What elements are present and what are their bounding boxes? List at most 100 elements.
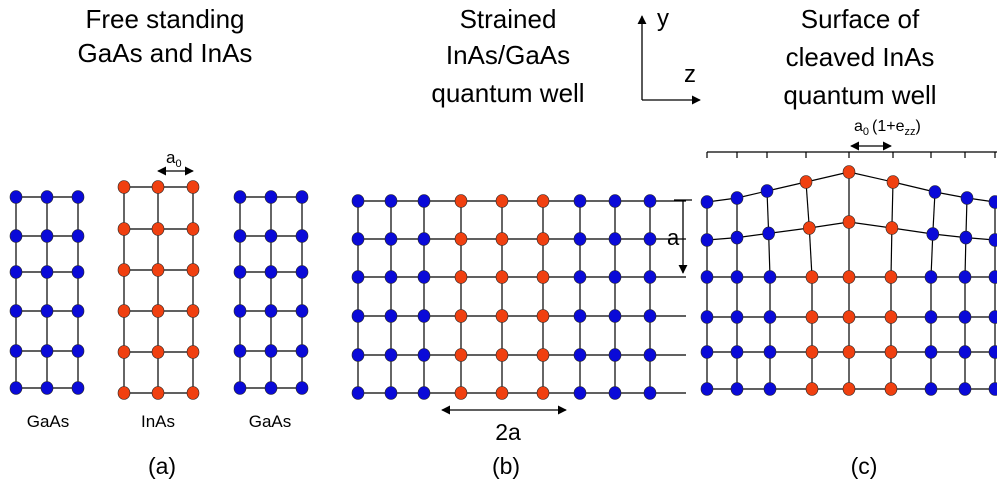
bond <box>809 228 812 277</box>
axis-label: z <box>684 61 696 88</box>
atom <box>352 387 364 400</box>
atom <box>886 222 898 235</box>
dimension-arrows <box>158 146 891 410</box>
atom <box>763 227 775 240</box>
atom <box>644 310 656 323</box>
atom <box>41 191 53 204</box>
atom <box>806 271 818 284</box>
atom <box>234 345 246 358</box>
title-line: Strained <box>460 4 557 34</box>
atom <box>731 346 743 359</box>
caption: (a) <box>148 453 176 479</box>
atom <box>609 233 621 246</box>
atom <box>960 231 972 244</box>
atom <box>41 382 53 395</box>
atom <box>959 346 971 359</box>
atom <box>418 310 430 323</box>
atom <box>574 349 586 362</box>
atom <box>352 310 364 323</box>
atom <box>72 305 84 318</box>
dimension-label: 2a <box>495 419 521 445</box>
atom <box>537 349 549 362</box>
atom <box>925 346 937 359</box>
atom <box>152 264 164 277</box>
atom <box>296 230 308 243</box>
atom <box>296 191 308 204</box>
atom <box>989 383 997 396</box>
dimension-label: a0(1+ezz) <box>854 118 921 138</box>
bond <box>849 172 893 182</box>
atom <box>152 346 164 359</box>
atom <box>843 166 855 179</box>
atom <box>761 185 773 198</box>
atom <box>118 305 130 318</box>
atom <box>989 234 997 247</box>
atom <box>887 176 899 189</box>
atom <box>187 346 199 359</box>
title-line: GaAs and InAs <box>78 38 253 68</box>
atom <box>609 195 621 208</box>
atom <box>10 305 22 318</box>
atom <box>764 346 776 359</box>
atom <box>10 230 22 243</box>
expression: (1+e <box>872 118 905 135</box>
title-line: cleaved InAs <box>786 42 935 72</box>
atom <box>118 264 130 277</box>
axis-label: y <box>657 5 669 32</box>
bond <box>849 222 892 228</box>
subscript: 0 <box>863 126 869 138</box>
atom <box>496 387 508 400</box>
material-label: GaAs <box>27 412 70 431</box>
bond <box>892 182 893 228</box>
atom <box>574 233 586 246</box>
atom <box>701 271 713 284</box>
title-line: Surface of <box>801 4 920 34</box>
caption: (c) <box>851 453 878 479</box>
atom <box>72 191 84 204</box>
atom <box>234 266 246 279</box>
atom <box>352 271 364 284</box>
atom <box>72 382 84 395</box>
atom <box>265 305 277 318</box>
title-line: quantum well <box>783 80 936 110</box>
atom <box>701 311 713 324</box>
atom <box>265 382 277 395</box>
atom <box>644 349 656 362</box>
atom <box>234 382 246 395</box>
atom <box>152 223 164 236</box>
atom <box>701 234 713 247</box>
atom <box>418 233 430 246</box>
atom <box>296 305 308 318</box>
atom <box>265 230 277 243</box>
atom <box>352 233 364 246</box>
dimension-label: a0 <box>166 148 182 170</box>
atom <box>731 192 743 205</box>
atom <box>265 345 277 358</box>
atom <box>959 311 971 324</box>
atom <box>455 233 467 246</box>
atom <box>961 192 973 205</box>
atom <box>455 349 467 362</box>
atom <box>731 311 743 324</box>
atom <box>296 266 308 279</box>
atom <box>41 305 53 318</box>
atom <box>806 311 818 324</box>
atom <box>927 228 939 241</box>
atom <box>574 387 586 400</box>
caption: (b) <box>492 453 520 479</box>
atom <box>496 310 508 323</box>
atom <box>152 181 164 194</box>
subscript: 0 <box>175 158 181 170</box>
title-line: Free standing <box>86 4 245 34</box>
atom <box>644 233 656 246</box>
atom <box>496 349 508 362</box>
atom <box>187 223 199 236</box>
diagram: Free standing GaAs and InAs Strained InA… <box>0 0 997 485</box>
atom <box>187 181 199 194</box>
atom <box>989 311 997 324</box>
atom <box>496 233 508 246</box>
atom <box>885 271 897 284</box>
atom <box>806 346 818 359</box>
atom <box>803 222 815 235</box>
atom <box>609 349 621 362</box>
